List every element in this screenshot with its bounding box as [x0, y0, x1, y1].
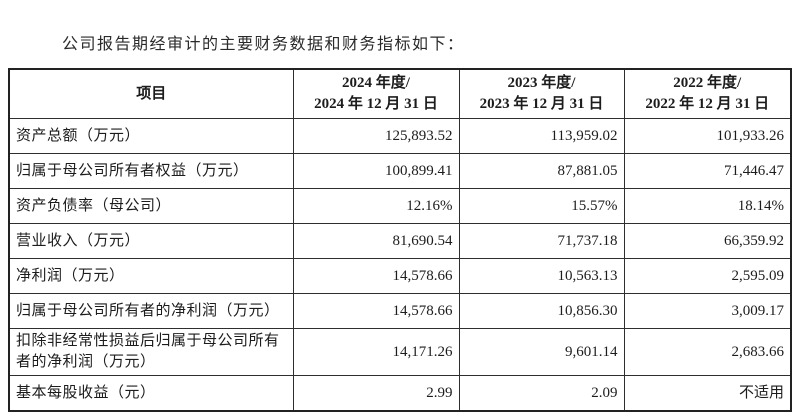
row-value-2022: 3,009.17 — [623, 293, 792, 329]
row-value-2023: 2.09 — [458, 375, 625, 412]
table-row: 资产负债率（母公司） 12.16% 15.57% 18.14% — [8, 188, 792, 224]
row-value-2022: 2,683.66 — [623, 328, 792, 376]
row-label: 资产负债率（母公司） — [8, 188, 294, 224]
table-header-row: 项目 2024 年度/ 2024 年 12 月 31 日 2023 年度/ 20… — [8, 68, 792, 119]
row-label: 资产总额（万元） — [8, 118, 294, 154]
row-value-2024: 12.16% — [292, 188, 460, 224]
row-value-2023: 87,881.05 — [458, 153, 625, 189]
table-row: 净利润（万元） 14,578.66 10,563.13 2,595.09 — [8, 258, 792, 294]
row-value-2023: 71,737.18 — [458, 223, 625, 259]
row-value-2023: 113,959.02 — [458, 118, 625, 154]
row-label: 归属于母公司所有者的净利润（万元） — [8, 293, 294, 329]
row-label: 净利润（万元） — [8, 258, 294, 294]
table-row: 基本每股收益（元） 2.99 2.09 不适用 — [8, 375, 792, 412]
header-period-2022-line2: 2022 年 12 月 31 日 — [645, 96, 770, 112]
header-period-2024: 2024 年度/ 2024 年 12 月 31 日 — [292, 68, 460, 119]
table-row: 归属于母公司所有者的净利润（万元） 14,578.66 10,856.30 3,… — [8, 293, 792, 329]
financial-data-table: 项目 2024 年度/ 2024 年 12 月 31 日 2023 年度/ 20… — [8, 68, 792, 412]
row-value-2024: 2.99 — [292, 375, 460, 412]
row-value-2024: 81,690.54 — [292, 223, 460, 259]
row-value-2022: 不适用 — [623, 375, 792, 412]
row-value-2024: 14,578.66 — [292, 258, 460, 294]
row-value-2023: 10,563.13 — [458, 258, 625, 294]
row-value-2023: 15.57% — [458, 188, 625, 224]
row-value-2022: 101,933.26 — [623, 118, 792, 154]
header-period-2023: 2023 年度/ 2023 年 12 月 31 日 — [458, 68, 625, 119]
table-row: 营业收入（万元） 81,690.54 71,737.18 66,359.92 — [8, 223, 792, 259]
row-value-2022: 71,446.47 — [623, 153, 792, 189]
table-header: 项目 2024 年度/ 2024 年 12 月 31 日 2023 年度/ 20… — [8, 68, 792, 119]
table-row: 资产总额（万元） 125,893.52 113,959.02 101,933.2… — [8, 118, 792, 154]
header-period-2022-line1: 2022 年度/ — [673, 75, 742, 91]
document-intro-text: 公司报告期经审计的主要财务数据和财务指标如下： — [62, 36, 465, 53]
header-period-2024-line2: 2024 年 12 月 31 日 — [314, 96, 438, 112]
table-row: 归属于母公司所有者权益（万元） 100,899.41 87,881.05 71,… — [8, 153, 792, 189]
row-value-2023: 10,856.30 — [458, 293, 625, 329]
header-period-2023-line1: 2023 年度/ — [507, 75, 576, 91]
row-label: 扣除非经常性损益后归属于母公司所有者的净利润（万元） — [8, 328, 294, 376]
row-value-2022: 18.14% — [623, 188, 792, 224]
table-row: 扣除非经常性损益后归属于母公司所有者的净利润（万元） 14,171.26 9,6… — [8, 328, 792, 376]
row-value-2024: 100,899.41 — [292, 153, 460, 189]
header-period-2024-line1: 2024 年度/ — [342, 75, 410, 91]
row-label: 营业收入（万元） — [8, 223, 294, 259]
row-value-2022: 66,359.92 — [623, 223, 792, 259]
row-label: 基本每股收益（元） — [8, 375, 294, 412]
row-value-2024: 14,578.66 — [292, 293, 460, 329]
header-period-2022: 2022 年度/ 2022 年 12 月 31 日 — [623, 68, 792, 119]
header-period-2023-line2: 2023 年 12 月 31 日 — [479, 96, 604, 112]
row-label: 归属于母公司所有者权益（万元） — [8, 153, 294, 189]
row-value-2022: 2,595.09 — [623, 258, 792, 294]
row-value-2023: 9,601.14 — [458, 328, 625, 376]
header-item-column: 项目 — [8, 68, 294, 119]
row-value-2024: 125,893.52 — [292, 118, 460, 154]
table-body: 资产总额（万元） 125,893.52 113,959.02 101,933.2… — [8, 118, 792, 412]
row-value-2024: 14,171.26 — [292, 328, 460, 376]
